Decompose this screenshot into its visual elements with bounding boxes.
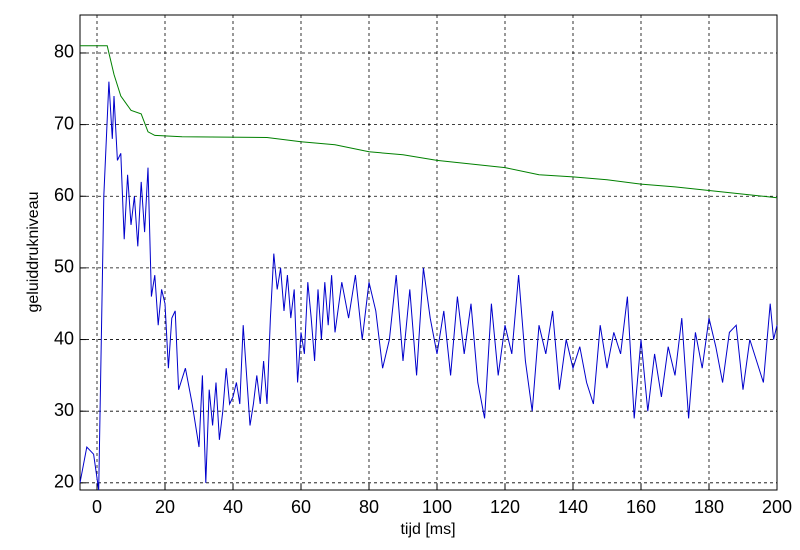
- data-line: [80, 45, 778, 199]
- y-tick-label: 20: [54, 472, 74, 492]
- x-tick-label: 200: [762, 497, 792, 517]
- x-tick-label: 40: [223, 497, 243, 517]
- x-tick-label: 140: [558, 497, 588, 517]
- plot-area: [79, 14, 778, 491]
- y-tick-label: 30: [54, 400, 74, 420]
- x-tick-label: 80: [359, 497, 379, 517]
- data-line: [79, 81, 778, 491]
- x-tick-label: 100: [422, 497, 452, 517]
- x-axis-label: tijd [ms]: [400, 521, 455, 538]
- x-tick-label: 180: [694, 497, 724, 517]
- y-tick-label: 70: [54, 113, 74, 133]
- x-tick-label: 20: [155, 497, 175, 517]
- x-tick-label: 160: [626, 497, 656, 517]
- x-tick-label: 60: [291, 497, 311, 517]
- x-tick-label: 120: [490, 497, 520, 517]
- y-tick-label: 60: [54, 185, 74, 205]
- y-axis-label: geluiddrukniveau: [25, 192, 42, 313]
- y-tick-label: 40: [54, 328, 74, 348]
- y-tick-label: 80: [54, 42, 74, 62]
- y-tick-label: 50: [54, 257, 74, 277]
- x-tick-label: 0: [92, 497, 102, 517]
